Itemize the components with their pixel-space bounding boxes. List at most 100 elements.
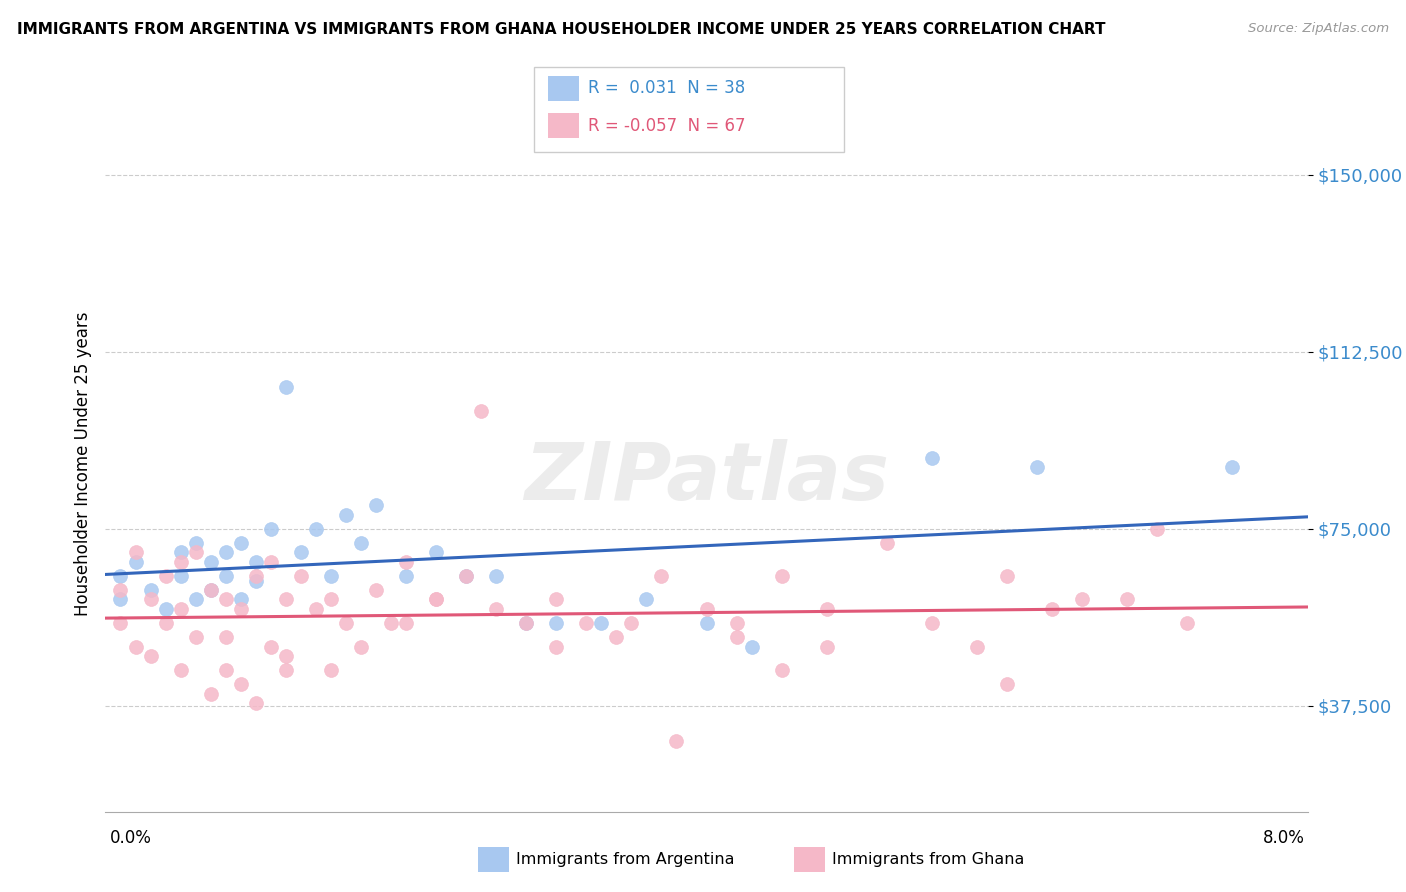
- Point: [350, 640, 373, 654]
- Point: [364, 498, 387, 512]
- Point: [139, 582, 162, 597]
- Point: [350, 536, 373, 550]
- Point: [200, 555, 222, 569]
- Text: Immigrants from Ghana: Immigrants from Ghana: [832, 853, 1025, 867]
- Point: [260, 640, 283, 654]
- Point: [636, 592, 658, 607]
- Point: [454, 569, 477, 583]
- Point: [605, 630, 627, 644]
- Point: [546, 615, 568, 630]
- Point: [229, 677, 252, 691]
- Point: [245, 569, 267, 583]
- Point: [260, 522, 283, 536]
- Text: IMMIGRANTS FROM ARGENTINA VS IMMIGRANTS FROM GHANA HOUSEHOLDER INCOME UNDER 25 Y: IMMIGRANTS FROM ARGENTINA VS IMMIGRANTS …: [17, 22, 1105, 37]
- Point: [665, 734, 688, 748]
- Point: [395, 569, 418, 583]
- Point: [229, 536, 252, 550]
- Point: [425, 545, 447, 559]
- Point: [200, 687, 222, 701]
- Point: [305, 522, 328, 536]
- Point: [214, 545, 236, 559]
- Point: [169, 602, 191, 616]
- Point: [214, 630, 236, 644]
- Point: [245, 696, 267, 710]
- Point: [591, 615, 613, 630]
- Text: 0.0%: 0.0%: [110, 829, 152, 847]
- Point: [921, 450, 943, 465]
- Point: [485, 569, 508, 583]
- Point: [921, 615, 943, 630]
- Point: [395, 615, 418, 630]
- Point: [485, 602, 508, 616]
- Point: [335, 508, 357, 522]
- Point: [725, 615, 748, 630]
- Point: [696, 615, 718, 630]
- Point: [620, 615, 643, 630]
- Y-axis label: Householder Income Under 25 years: Householder Income Under 25 years: [73, 311, 91, 616]
- Point: [546, 640, 568, 654]
- Point: [696, 602, 718, 616]
- Point: [290, 569, 312, 583]
- Point: [184, 592, 207, 607]
- Point: [380, 615, 402, 630]
- Point: [1026, 460, 1049, 475]
- Point: [110, 592, 132, 607]
- Point: [425, 592, 447, 607]
- Point: [214, 663, 236, 677]
- Text: 8.0%: 8.0%: [1263, 829, 1305, 847]
- Point: [169, 555, 191, 569]
- Point: [184, 536, 207, 550]
- Point: [110, 569, 132, 583]
- Point: [214, 592, 236, 607]
- Point: [335, 615, 357, 630]
- Point: [395, 555, 418, 569]
- Point: [274, 648, 297, 663]
- Point: [995, 569, 1018, 583]
- Point: [1222, 460, 1244, 475]
- Point: [770, 663, 793, 677]
- Point: [815, 640, 838, 654]
- Text: R =  0.031  N = 38: R = 0.031 N = 38: [588, 79, 745, 97]
- Point: [515, 615, 537, 630]
- Point: [1175, 615, 1198, 630]
- Point: [200, 582, 222, 597]
- Point: [229, 592, 252, 607]
- Point: [169, 569, 191, 583]
- Point: [214, 569, 236, 583]
- Point: [515, 615, 537, 630]
- Point: [274, 380, 297, 394]
- Point: [155, 602, 177, 616]
- Point: [155, 615, 177, 630]
- Point: [1116, 592, 1139, 607]
- Text: Source: ZipAtlas.com: Source: ZipAtlas.com: [1249, 22, 1389, 36]
- Point: [169, 545, 191, 559]
- Point: [470, 404, 492, 418]
- Point: [184, 545, 207, 559]
- Point: [184, 630, 207, 644]
- Point: [200, 582, 222, 597]
- Point: [305, 602, 328, 616]
- Text: Immigrants from Argentina: Immigrants from Argentina: [516, 853, 734, 867]
- Point: [1146, 522, 1168, 536]
- Point: [110, 615, 132, 630]
- Point: [319, 663, 342, 677]
- Point: [815, 602, 838, 616]
- Point: [364, 582, 387, 597]
- Text: ZIPatlas: ZIPatlas: [524, 439, 889, 516]
- Point: [770, 569, 793, 583]
- Point: [155, 569, 177, 583]
- Point: [274, 663, 297, 677]
- Point: [260, 555, 283, 569]
- Point: [725, 630, 748, 644]
- Point: [1040, 602, 1063, 616]
- Point: [575, 615, 598, 630]
- Point: [876, 536, 898, 550]
- Point: [139, 592, 162, 607]
- Point: [245, 574, 267, 588]
- Point: [290, 545, 312, 559]
- Point: [169, 663, 191, 677]
- Point: [124, 640, 146, 654]
- Point: [124, 545, 146, 559]
- Point: [425, 592, 447, 607]
- Point: [274, 592, 297, 607]
